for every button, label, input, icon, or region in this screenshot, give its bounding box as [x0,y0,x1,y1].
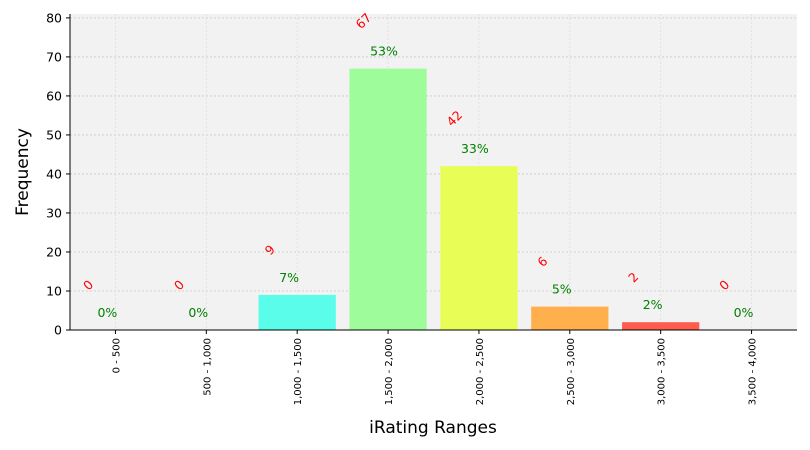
x-tick-label: 0 - 500 [111,338,122,373]
plot-background [70,14,797,330]
x-tick-label: 3,500 - 4,000 [748,338,759,405]
percent-label: 0% [188,305,208,320]
y-tick-label: 70 [46,49,62,64]
y-tick-label: 60 [46,88,62,103]
x-tick-label: 1,000 - 1,500 [293,338,304,405]
percent-label: 5% [552,282,572,297]
y-tick-label: 20 [46,244,62,259]
percent-label: 53% [370,44,398,59]
percent-label: 2% [643,297,663,312]
percent-label: 7% [279,270,299,285]
y-tick-label: 30 [46,205,62,220]
y-tick-label: 40 [46,166,62,181]
bars [258,68,700,331]
x-axis-label: iRating Ranges [369,418,497,438]
x-tick-label: 3,000 - 3,500 [657,338,668,405]
x-tick-label: 500 - 1,000 [202,338,213,396]
x-tick-label: 1,500 - 2,000 [384,338,395,405]
gridlines [70,14,797,330]
y-tick-label: 10 [46,283,62,298]
bar [531,306,609,330]
axes [69,14,797,331]
percent-label: 0% [97,305,117,320]
x-ticks: 0 - 500 500 - 1,000 1,000 - 1,500 1,500 - 2… [111,330,759,405]
x-tick-label: 2,000 - 2,500 [475,338,486,405]
bar [440,166,518,330]
y-tick-label: 50 [46,127,62,142]
bar [258,294,336,330]
y-tick-label: 0 [54,323,62,338]
x-tick-label: 2,500 - 3,000 [566,338,577,405]
y-ticks: 0 10 20 30 40 50 60 70 80 [46,10,70,338]
y-tick-label: 80 [46,10,62,25]
percent-label: 0% [734,305,754,320]
bar [349,68,427,331]
y-axis-label: Frequency [13,128,33,216]
percent-label: 33% [461,141,489,156]
bar [622,322,700,330]
